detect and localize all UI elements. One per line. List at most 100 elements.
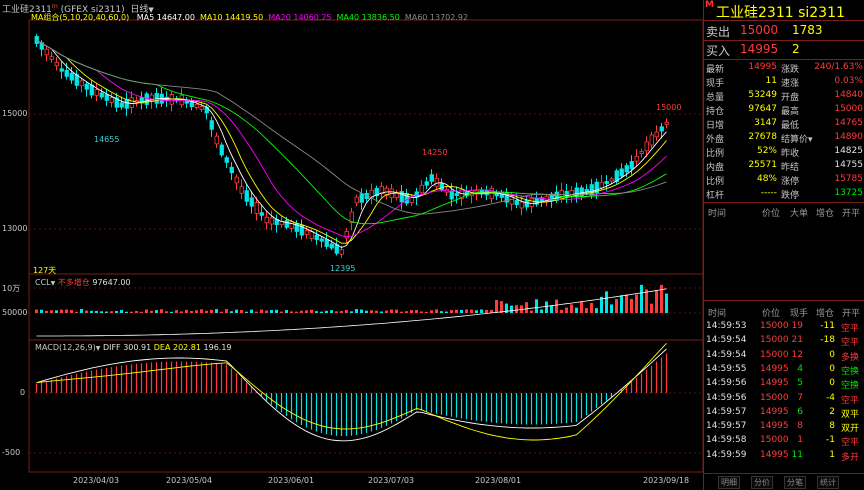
candle <box>604 181 609 184</box>
buy-row[interactable]: 买入 14995 2 <box>704 41 864 58</box>
column-header: 开平 <box>842 309 861 319</box>
stat-label: 涨跌 <box>781 65 800 75</box>
column-header: 增仓 <box>816 309 835 319</box>
candle <box>519 201 524 209</box>
ma-group-label[interactable]: MA组合(5,10,20,40,60,0) <box>31 13 130 22</box>
stat-label: 开盘 <box>781 93 800 103</box>
period-selector[interactable]: 日线 <box>130 5 149 15</box>
tab-1[interactable]: 分价 <box>751 476 773 489</box>
trade-row[interactable]: 14:59:57 14995 6 2 双平 <box>704 406 864 420</box>
stat-value: 14765 <box>834 118 863 128</box>
ccl-bar <box>315 311 318 313</box>
trade-row[interactable]: 14:59:59 14995 11 1 多开 <box>704 449 864 463</box>
ccl-bar <box>355 309 358 313</box>
trade-type: 双开 <box>841 424 860 435</box>
trade-type: 空换 <box>841 366 860 377</box>
ccl-bar <box>410 310 413 313</box>
candle <box>644 141 649 152</box>
kline-chart-area[interactable]: 工业硅2311m (GFEX si2311) 日线▼ MA组合(5,10,20,… <box>0 0 704 490</box>
ccl-title[interactable]: CCL <box>35 278 51 287</box>
trade-oi: -11 <box>820 321 835 331</box>
ccl-bar <box>500 301 503 313</box>
ccl-bar <box>445 311 448 313</box>
ccl-bar <box>160 309 163 313</box>
ccl-bar <box>565 307 568 313</box>
candle <box>94 89 99 96</box>
trade-type: 多开 <box>841 452 860 463</box>
tab-2[interactable]: 分笔 <box>784 476 806 489</box>
ccl-bar <box>100 311 103 313</box>
candle <box>619 168 624 177</box>
trade-row[interactable]: 14:59:57 14995 8 8 双开 <box>704 420 864 435</box>
candle <box>49 56 54 60</box>
candle <box>339 249 344 255</box>
trade-row[interactable]: 14:59:56 14995 5 0 空换 <box>704 377 864 391</box>
ccl-bar <box>400 311 403 313</box>
stat-label: 总量 <box>706 93 725 103</box>
candle <box>154 93 159 104</box>
ccl-bar <box>470 309 473 313</box>
ccl-bar <box>230 311 233 313</box>
trade-price: 15000 <box>760 435 789 446</box>
ccl-bar <box>200 309 203 313</box>
candle <box>344 231 349 239</box>
stat-value: 27678 <box>748 132 777 142</box>
column-header: 价位 <box>762 209 781 219</box>
ccl-bar <box>235 309 238 313</box>
ccl-bar <box>190 310 193 313</box>
ccl-bar <box>580 301 583 313</box>
trade-row[interactable]: 14:59:53 15000 19 -11 空平 <box>704 320 864 334</box>
ccl-bar <box>540 309 543 313</box>
trade-price: 14995 <box>760 406 789 417</box>
stat-label[interactable]: 结算价▾ <box>781 135 813 145</box>
ccl-bar <box>75 311 78 313</box>
ccl-arrow-icon[interactable]: ▼ <box>50 280 56 287</box>
stat-value: 48% <box>756 174 777 184</box>
trade-row[interactable]: 14:59:54 15000 12 0 多换 <box>704 349 864 363</box>
ccl-bar <box>405 311 408 313</box>
kline-chart-svg[interactable] <box>0 0 704 490</box>
candle <box>439 182 444 191</box>
macd-arrow-icon[interactable]: ▼ <box>95 345 101 352</box>
sell-row[interactable]: 卖出 15000 1783 <box>704 22 864 39</box>
ccl-bar <box>140 311 143 313</box>
buy-price: 14995 <box>740 42 779 56</box>
trade-vol: 1 <box>797 435 803 446</box>
stat-row: 比例 48% 涨停 15785 <box>704 173 864 187</box>
stat-label: 昨结 <box>781 163 800 173</box>
macd-layer <box>35 342 668 442</box>
candle <box>89 84 94 96</box>
trade-row[interactable]: 14:59:54 15000 21 -18 空平 <box>704 334 864 348</box>
candle <box>254 202 259 214</box>
period-arrow-icon[interactable]: ▼ <box>148 6 154 14</box>
ccl-bar <box>180 311 183 313</box>
tab-0[interactable]: 明细 <box>718 476 740 489</box>
candle <box>139 97 144 104</box>
buy-label: 买入 <box>706 44 731 58</box>
trade-row[interactable]: 14:59:58 15000 1 -1 空平 <box>704 434 864 448</box>
macd-title[interactable]: MACD(12,26,9) <box>35 343 96 352</box>
ccl-bar <box>555 299 558 313</box>
candle <box>214 135 219 145</box>
ccl-bar <box>110 311 113 313</box>
tab-3[interactable]: 统计 <box>817 476 839 489</box>
ccl-bar <box>205 310 208 313</box>
ccl-bar <box>40 309 43 313</box>
candle <box>614 170 619 183</box>
ccl-bar <box>95 310 98 313</box>
stat-label: 持仓 <box>706 107 725 117</box>
ccl-bar <box>420 311 423 313</box>
stat-label: 杠杆 <box>706 191 725 201</box>
trade-vol: 21 <box>791 335 803 346</box>
ma-legend-item: MA60 13702.92 <box>404 13 469 22</box>
trade-row[interactable]: 14:59:56 15000 7 -4 空平 <box>704 392 864 406</box>
ccl-bar <box>570 304 573 313</box>
ccl-bar <box>295 311 298 313</box>
trade-row[interactable]: 14:59:55 14995 4 0 空换 <box>704 363 864 377</box>
trade-time: 14:59:54 <box>706 335 747 346</box>
ccl-bar <box>370 310 373 313</box>
ccl-bar <box>620 295 623 313</box>
stat-value: 240/1.63% <box>814 62 863 72</box>
trade-time: 14:59:57 <box>706 421 747 432</box>
candle <box>664 121 669 125</box>
